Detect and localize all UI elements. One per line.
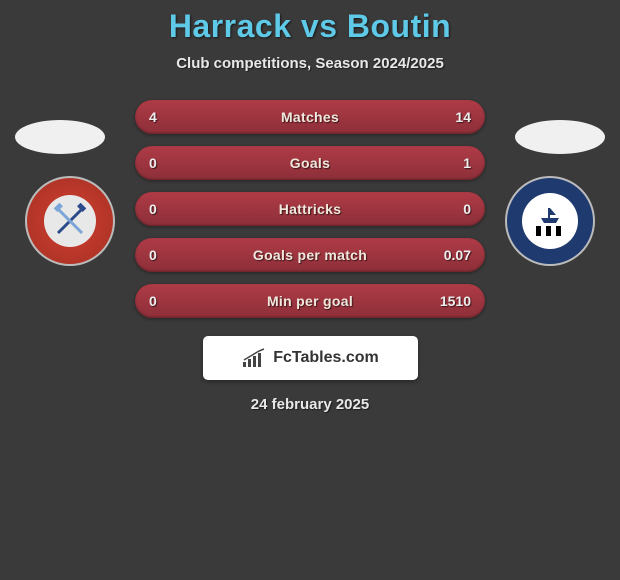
chart-icon — [241, 348, 267, 368]
stat-label: Goals per match — [253, 247, 367, 263]
club-badge-right — [505, 176, 595, 266]
club-badge-right-inner — [522, 193, 578, 249]
stat-row-goals: 0 Goals 1 — [135, 146, 485, 180]
club-badge-left — [25, 176, 115, 266]
stat-value-right: 0.07 — [444, 247, 471, 263]
checkered-pattern — [536, 226, 564, 236]
player-photo-right — [515, 120, 605, 154]
stat-row-min-per-goal: 0 Min per goal 1510 — [135, 284, 485, 318]
stat-row-goals-per-match: 0 Goals per match 0.07 — [135, 238, 485, 272]
stat-value-left: 0 — [149, 201, 157, 217]
stat-value-left: 4 — [149, 109, 157, 125]
page-title: Harrack vs Boutin — [0, 8, 620, 45]
footer-site: FcTables.com — [273, 349, 379, 367]
stat-label: Hattricks — [279, 201, 342, 217]
footer-date: 24 february 2025 — [0, 396, 620, 413]
footer-badge: FcTables.com — [203, 336, 418, 380]
stat-value-left: 0 — [149, 247, 157, 263]
club-badge-left-inner — [44, 195, 96, 247]
page-subtitle: Club competitions, Season 2024/2025 — [0, 55, 620, 72]
stat-row-hattricks: 0 Hattricks 0 — [135, 192, 485, 226]
hammers-icon — [52, 203, 88, 239]
ship-icon — [539, 206, 561, 224]
stat-value-left: 0 — [149, 155, 157, 171]
stat-value-right: 0 — [463, 201, 471, 217]
stat-value-left: 0 — [149, 293, 157, 309]
stat-label: Min per goal — [267, 293, 353, 309]
stat-value-right: 1 — [463, 155, 471, 171]
infographic-container: Harrack vs Boutin Club competitions, Sea… — [0, 0, 620, 413]
stats-list: 4 Matches 14 0 Goals 1 0 Hattricks 0 0 G… — [135, 100, 485, 318]
stat-value-right: 14 — [455, 109, 471, 125]
player-photo-left — [15, 120, 105, 154]
stat-label: Goals — [290, 155, 330, 171]
stat-label: Matches — [281, 109, 339, 125]
stat-value-right: 1510 — [440, 293, 471, 309]
stat-row-matches: 4 Matches 14 — [135, 100, 485, 134]
